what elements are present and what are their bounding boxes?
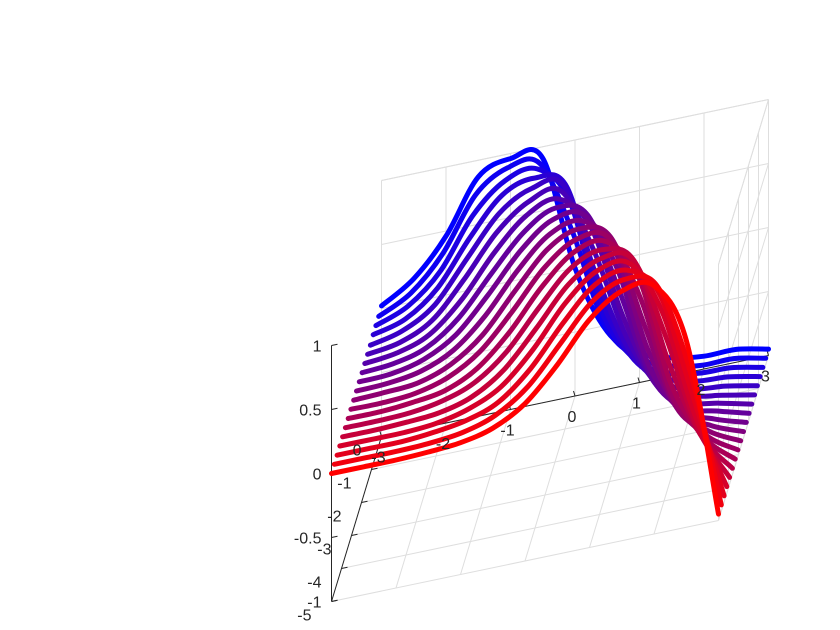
series-line [345,237,738,462]
x-tick-label: 0 [568,409,577,426]
x-tick-label: 3 [761,369,770,386]
side-wall-grid-line [718,227,769,393]
y-tick-label: -3 [317,542,331,559]
floor-grid-line [361,421,749,503]
z-tick-label: -0.5 [294,531,322,548]
z-tick-mark [331,535,338,538]
z-tick-label: -1 [307,595,321,612]
series-line [334,267,727,499]
series-line [340,250,733,480]
floor-grid-line [589,382,640,548]
x-tick-mark [637,377,640,383]
y-tick-mark [361,500,368,503]
back-wall-grid-line [381,99,769,181]
x-tick-label: 1 [632,396,641,413]
y-tick-mark [371,467,378,470]
side-wall-grid-line [718,355,769,521]
series-line [342,246,735,471]
series-line [337,258,730,490]
y-tick-mark [341,566,348,569]
floor-grid-line [341,487,729,569]
floor-grid-line [524,395,576,562]
series-line [331,273,724,508]
series-line [329,279,721,517]
z-tick-label: 0.5 [299,403,321,420]
z-tick-label: 1 [313,339,322,356]
y-tick-label: -2 [327,509,341,526]
floor-grid-line [351,454,739,536]
x-tick-label: 2 [697,382,706,399]
y-tick-label: -1 [337,476,351,493]
y-tick-mark [351,533,358,536]
x-tick-label: -1 [500,423,514,440]
x-tick-label: -3 [371,450,385,467]
x-tick-label: -2 [436,436,450,453]
floor-grid-line [460,409,511,575]
floor-grid-line [331,520,719,602]
y-tick-label: -4 [307,575,321,592]
y-tick-label: -5 [297,608,311,625]
z-tick-mark [331,407,338,410]
side-wall-grid-line [718,99,769,265]
series-line [348,229,741,453]
x-tick-mark [573,390,576,397]
z-tick-mark [331,343,338,346]
side-wall-grid-line [718,163,769,329]
z-tick-mark [331,599,338,602]
y-tick-label: 0 [353,443,362,460]
z-tick-label: 0 [313,467,322,484]
data-series [329,147,771,517]
